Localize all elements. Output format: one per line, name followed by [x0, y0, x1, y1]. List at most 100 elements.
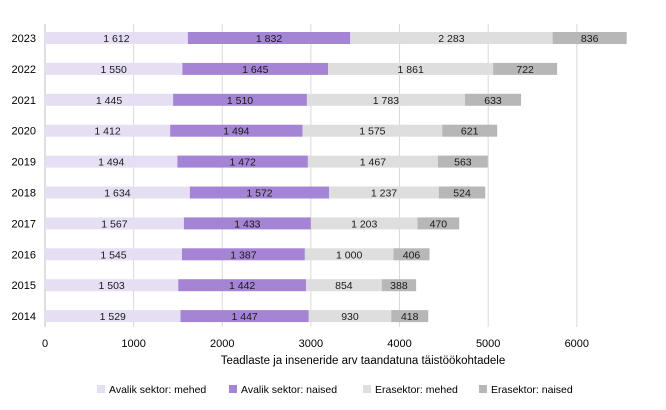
bar-value-label: 563: [454, 157, 472, 169]
bar-value-label: 1 203: [351, 218, 377, 230]
bar-segment: [306, 93, 465, 106]
bar-value-label: 1 445: [96, 95, 122, 107]
bar-value-label: 388: [390, 280, 408, 292]
category-label: 2021: [12, 95, 36, 107]
bar-value-label: 1 494: [98, 157, 124, 169]
bar-value-labels: 1 612 1 832 2 283 836 1 550 1 645 1 861 722 1 44…: [94, 33, 598, 323]
bar-value-label: 406: [403, 249, 421, 261]
bar-segment: [170, 124, 303, 137]
bar-segment: [417, 217, 460, 230]
legend-label: Avalik sektor: mehed: [109, 384, 206, 396]
bar-segment: [182, 62, 329, 75]
x-tick-label: 2000: [210, 338, 234, 350]
bar-value-label: 418: [401, 311, 419, 323]
bar-segment: [493, 62, 558, 75]
category-label: 2022: [12, 64, 36, 76]
category-label: 2014: [12, 311, 36, 323]
bar-value-label: 1 783: [373, 95, 399, 107]
category-label: 2023: [12, 33, 36, 45]
bar-segment: [328, 62, 494, 75]
bar-value-label: 1 832: [256, 33, 282, 45]
bar-value-label: 1 433: [234, 218, 260, 230]
x-tick-label: 1000: [121, 338, 145, 350]
legend-swatch: [229, 385, 237, 393]
bar-segment: [45, 186, 190, 199]
bar-segment: [189, 186, 330, 199]
bars: [45, 32, 627, 323]
bar-value-label: 1 387: [230, 249, 256, 261]
legend-label: Erasektor: naised: [491, 384, 573, 396]
bar-segment: [438, 186, 486, 199]
bar-value-label: 1 567: [101, 218, 127, 230]
bar-value-label: 1 494: [223, 126, 249, 138]
bar-segment: [304, 248, 394, 261]
bar-segment: [302, 124, 443, 137]
bar-value-label: 1 550: [101, 64, 127, 76]
bar-segment: [329, 186, 439, 199]
bar-segment: [393, 248, 430, 261]
bar-segment: [45, 310, 181, 323]
bar-segment: [180, 310, 309, 323]
legend-swatch: [363, 385, 371, 393]
bar-segment: [181, 248, 305, 261]
legend-swatch: [479, 385, 487, 393]
category-label: 2017: [12, 218, 36, 230]
bar-value-label: 1 503: [98, 280, 124, 292]
category-label: 2015: [12, 280, 36, 292]
bar-value-label: 1 000: [336, 249, 362, 261]
bar-segment: [187, 32, 351, 44]
bar-value-label: 621: [461, 126, 479, 138]
bar-segment: [307, 155, 438, 168]
bar-segment: [177, 155, 308, 168]
bar-value-label: 1 634: [104, 188, 130, 200]
bar-segment: [173, 93, 307, 106]
bar-value-label: 2 283: [438, 33, 464, 45]
bar-segment: [308, 310, 392, 323]
category-labels: 2023 2022 2021 2020 2019 2018 2017 2016 2015 2014: [12, 33, 36, 323]
bar-segment: [45, 155, 178, 168]
bar-value-label: 1 612: [103, 33, 129, 45]
bar-value-label: 633: [484, 95, 502, 107]
bar-value-label: 722: [516, 64, 534, 76]
x-tick-label: 6000: [565, 338, 589, 350]
bar-segment: [183, 217, 311, 230]
bar-segment: [45, 124, 171, 137]
legend-label: Avalik sektor: naised: [241, 384, 337, 396]
bar-value-label: 1 645: [242, 64, 268, 76]
bar-value-label: 1 572: [246, 188, 272, 200]
bar-value-label: 854: [335, 280, 353, 292]
bar-segment: [310, 217, 418, 230]
bar-value-label: 1 412: [94, 126, 120, 138]
bar-value-label: 1 529: [100, 311, 126, 323]
bar-segment: [45, 62, 183, 75]
bar-value-label: 1 575: [359, 126, 385, 138]
bar-segment: [45, 248, 182, 261]
bar-segment: [178, 279, 307, 292]
bar-segment: [464, 93, 522, 106]
x-axis-title: Teadlaste ja inseneride arv taandatuna t…: [221, 355, 506, 367]
x-tick-label: 5000: [476, 338, 500, 350]
bar-segment: [350, 32, 553, 44]
bar-segment: [381, 279, 417, 292]
bar-segment: [45, 217, 184, 230]
bar-value-label: 470: [430, 218, 448, 230]
bar-segment: [45, 279, 179, 292]
category-label: 2018: [12, 188, 36, 200]
bar-value-label: 930: [341, 311, 359, 323]
bar-value-label: 1 447: [232, 311, 258, 323]
legend: Avalik sektor: mehed Avalik sektor: naise…: [97, 384, 573, 396]
bar-value-label: 1 237: [371, 188, 397, 200]
bar-value-label: 1 510: [227, 95, 253, 107]
bar-value-label: 1 472: [230, 157, 256, 169]
bar-value-label: 1 442: [229, 280, 255, 292]
bar-value-label: 1 861: [398, 64, 424, 76]
x-tick-label: 3000: [299, 338, 323, 350]
category-label: 2020: [12, 126, 36, 138]
bar-value-label: 836: [581, 33, 599, 45]
bar-segment: [552, 32, 627, 44]
x-tick-label: 0: [42, 338, 48, 350]
bar-value-label: 524: [453, 188, 471, 200]
bar-segment: [45, 93, 174, 106]
